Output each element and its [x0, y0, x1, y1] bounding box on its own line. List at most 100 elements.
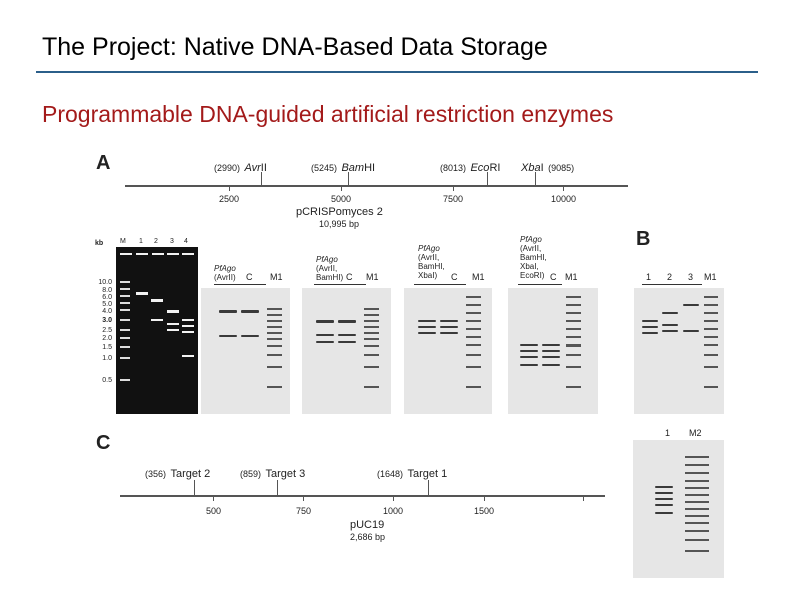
condition-line: PfAgo — [520, 235, 542, 244]
lane-label-m1: M1 — [565, 272, 578, 282]
condition-line: (AvrII, — [418, 253, 440, 262]
gel-3-condition: PfAgo (AvrII, BamHI, XbaI) — [418, 244, 445, 280]
gel-2-image — [302, 288, 391, 414]
plasmid-c-name: pUC19 — [350, 519, 385, 531]
size-label: 5.0 — [102, 301, 112, 308]
lane-label: 3 — [170, 238, 174, 245]
lane-label: 1 — [646, 272, 652, 282]
site-name: Target 2 — [170, 468, 211, 480]
condition-underline — [214, 284, 266, 285]
gel-1-image — [201, 288, 290, 414]
marker-gel-size-labels: 10.0 8.0 6.0 5.0 4.0 3.0 2.5 2.0 1.5 1.0… — [88, 279, 114, 389]
size-label: 4.0 — [102, 308, 112, 315]
site-position: (1648) — [377, 469, 404, 479]
site-tick — [277, 480, 278, 496]
panel-a-label: A — [96, 152, 111, 174]
condition-line: (AvrII) — [214, 273, 236, 282]
panel-c-site-target2: (356) Target 2 — [145, 464, 210, 482]
condition-underline — [518, 284, 562, 285]
gel-2-condition: PfAgo (AvrII, BamHI) — [316, 255, 343, 282]
lane-label: 4 — [184, 238, 188, 245]
lane-label: M2 — [689, 428, 702, 438]
panel-c-site-target3: (859) Target 3 — [240, 464, 305, 482]
lane-label-c: C — [451, 272, 458, 282]
site-name-italic: Eco — [470, 162, 490, 174]
plasmid-c-size: 2,686 bp — [350, 532, 386, 542]
size-label: 8.0 — [102, 287, 112, 294]
site-tick — [261, 172, 262, 186]
site-name-rest: RI — [489, 162, 501, 174]
size-label: 10.0 — [98, 279, 112, 286]
gel-4-condition: PfAgo (AvrII, BamHI, XbaI, EcoRI) — [520, 235, 547, 280]
condition-line: (AvrII, — [520, 244, 542, 253]
condition-line: PfAgo — [316, 255, 338, 264]
marker-gel-image — [116, 247, 198, 414]
plasmid-a-size: 10,995 bp — [319, 219, 360, 229]
plasmid-a-line — [125, 185, 628, 187]
condition-underline — [414, 284, 466, 285]
scale-tick — [583, 496, 584, 501]
panel-c-gel-image — [633, 440, 724, 578]
condition-line: PfAgo — [214, 264, 236, 273]
scale-tick — [341, 186, 342, 191]
scale-label: 2500 — [219, 194, 240, 204]
scale-tick — [484, 496, 485, 501]
condition-line: BamHI, — [520, 253, 547, 262]
site-name-italic: Xba — [521, 162, 541, 174]
site-tick — [535, 172, 536, 186]
condition-line: BamHI, — [418, 262, 445, 271]
site-name-italic: Bam — [341, 162, 365, 174]
lane-label: 2 — [667, 272, 673, 282]
scale-tick — [229, 186, 230, 191]
lane-label: 3 — [688, 272, 694, 282]
lane-label: 1 — [665, 428, 671, 438]
condition-line: PfAgo — [418, 244, 440, 253]
size-label: 1.0 — [102, 355, 112, 362]
panel-a-site-ecori: (8013) EcoRI — [440, 158, 500, 176]
slide-title: The Project: Native DNA-Based Data Stora… — [42, 33, 548, 61]
panel-a-site-bamhi: (5245) BamHI — [311, 158, 375, 176]
scale-label: 5000 — [331, 194, 352, 204]
panel-a-site-xbai: XbaI (9085) — [521, 158, 574, 176]
lane-label-m1: M1 — [270, 272, 283, 282]
title-divider — [36, 71, 758, 73]
site-name-italic: Avr — [244, 162, 261, 174]
site-position: (8013) — [440, 163, 467, 173]
site-tick — [348, 172, 349, 186]
scale-tick — [393, 496, 394, 501]
lane-label-c: C — [246, 272, 253, 282]
scale-label: 750 — [296, 506, 312, 516]
site-tick — [428, 480, 429, 496]
panel-c-label: C — [96, 432, 111, 454]
panel-c-site-target1: (1648) Target 1 — [377, 464, 447, 482]
site-position: (356) — [145, 469, 167, 479]
gel-3-image — [404, 288, 492, 414]
condition-line: XbaI) — [418, 271, 438, 280]
site-name-rest: HI — [364, 162, 376, 174]
scale-label: 1000 — [383, 506, 404, 516]
condition-underline — [314, 284, 366, 285]
scale-label: 1500 — [474, 506, 495, 516]
condition-line: BamHI) — [316, 273, 344, 282]
size-label: 1.5 — [102, 344, 112, 351]
size-label: 2.5 — [102, 327, 112, 334]
size-label: 3.0 — [102, 317, 112, 324]
site-name-rest: I — [540, 162, 544, 174]
kb-label: kb — [95, 240, 104, 247]
lane-label-m1: M1 — [472, 272, 485, 282]
plasmid-a-name: pCRISPomyces 2 — [296, 206, 383, 218]
lane-label: M — [120, 238, 126, 245]
condition-line: XbaI, — [520, 262, 539, 271]
scale-tick — [213, 496, 214, 501]
panel-a-site-avrii: (2990) AvrII — [214, 158, 267, 176]
size-label: 2.0 — [102, 335, 112, 342]
site-tick — [487, 172, 488, 186]
size-label: 0.5 — [102, 377, 112, 384]
lane-underline — [642, 284, 702, 285]
panel-b-label: B — [636, 228, 651, 250]
gel-4-image — [508, 288, 598, 414]
scale-label: 7500 — [443, 194, 464, 204]
lane-label: 1 — [139, 238, 143, 245]
site-position: (5245) — [311, 163, 338, 173]
lane-label-c: C — [346, 272, 353, 282]
